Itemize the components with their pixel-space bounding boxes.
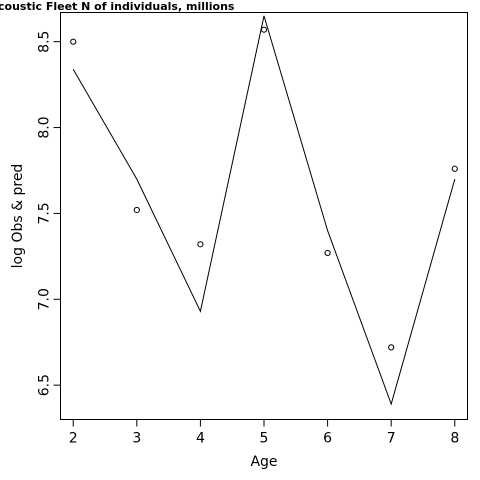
observed-point — [197, 241, 204, 248]
x-tick-label: 4 — [196, 431, 205, 447]
x-tick-label: 7 — [387, 431, 396, 447]
plot-area-frame — [60, 12, 468, 420]
observed-point — [451, 165, 458, 172]
x-tick-label: 8 — [450, 431, 459, 447]
y-axis-label: log Obs & pred — [10, 164, 26, 269]
predicted-line — [72, 15, 456, 406]
x-tick-label: 5 — [260, 431, 269, 447]
observed-point — [70, 38, 77, 45]
y-tick-label: 8.5 — [37, 31, 53, 53]
observed-point — [133, 206, 140, 214]
x-tick-label: 6 — [323, 431, 332, 447]
observed-point — [260, 26, 268, 33]
y-tick-label: 8.0 — [37, 116, 53, 138]
y-tick-label: 7.5 — [37, 202, 53, 224]
y-axis: 6.5 7.0 7.5 8.0 8.5 — [37, 31, 61, 396]
observed-point — [324, 249, 331, 257]
y-tick-label: 7.0 — [37, 288, 53, 310]
x-axis-label: Age — [250, 454, 277, 470]
x-axis: 2 3 4 5 6 7 8 — [69, 419, 459, 447]
chart-title: coustic Fleet N of individuals, millions — [0, 0, 235, 13]
x-tick-label: 3 — [132, 431, 141, 447]
observed-point — [388, 344, 395, 351]
series-layer — [70, 15, 458, 406]
x-tick-label: 2 — [69, 431, 78, 447]
y-tick-label: 6.5 — [37, 374, 53, 396]
